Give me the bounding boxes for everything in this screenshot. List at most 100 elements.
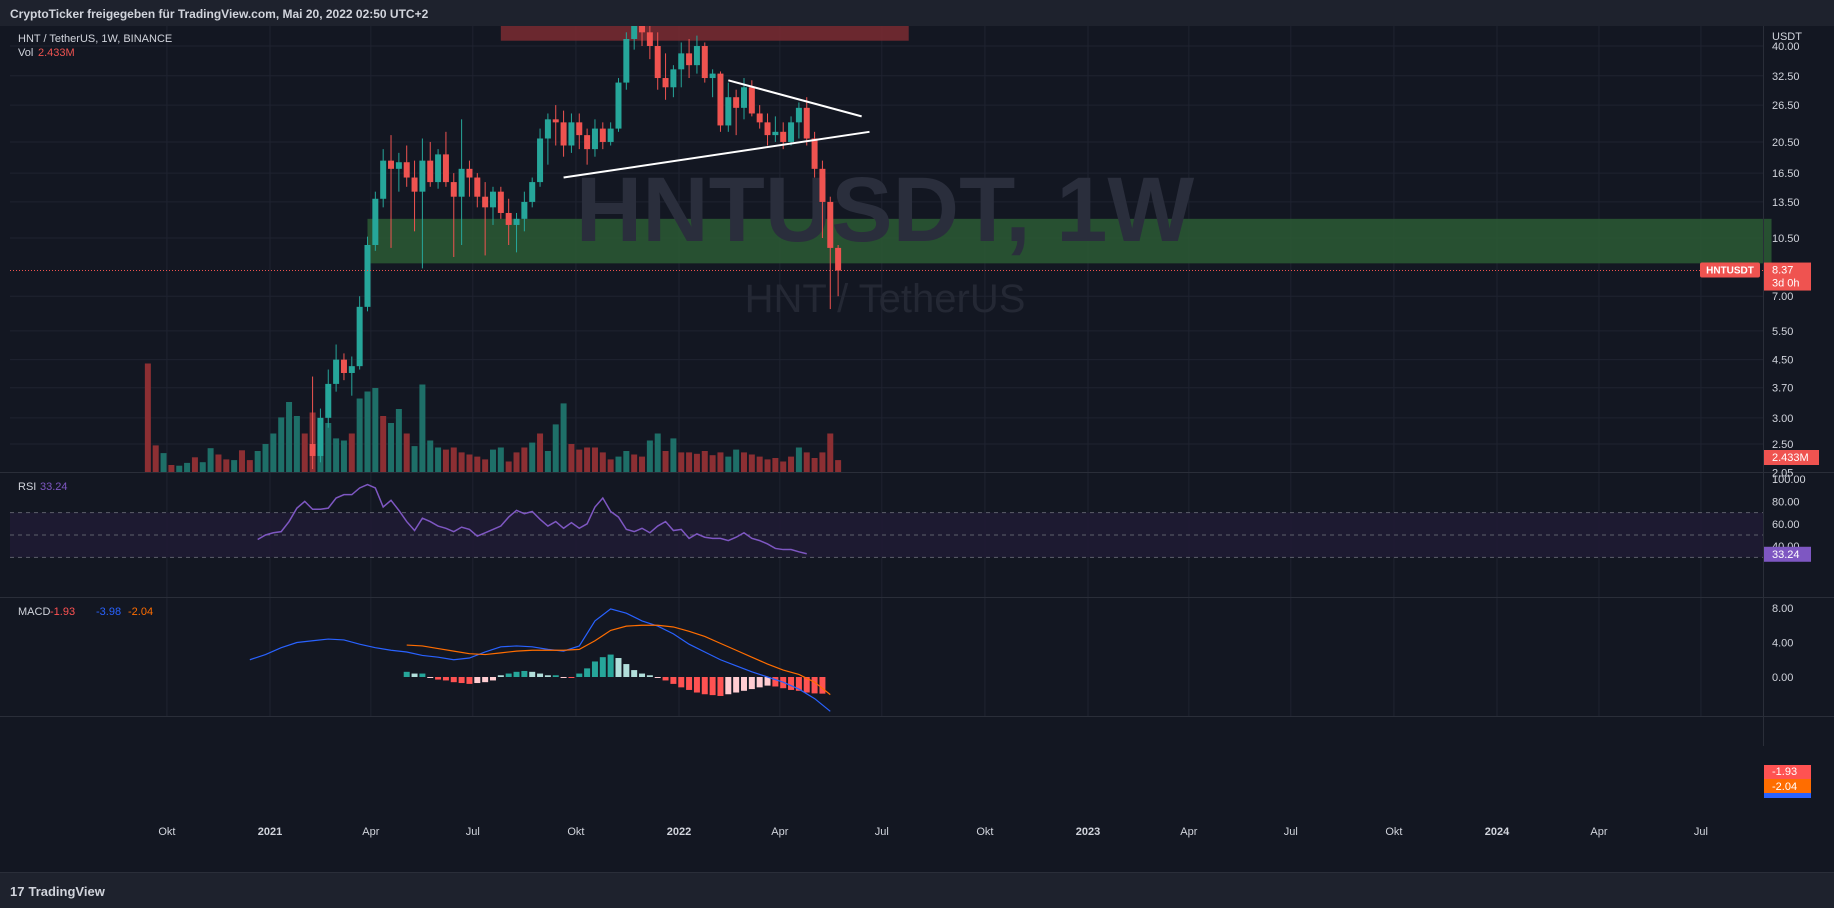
candle-body [764,122,771,136]
macd-legend-hist: -1.93 [50,606,75,618]
support-zone [367,218,1772,264]
price-axis-tick: 3.70 [1772,383,1793,395]
volume-bar [278,417,285,472]
price-axis-tick: 26.50 [1772,100,1800,112]
time-axis-tick: 2021 [258,826,282,838]
last-price-text: 8.37 [1772,265,1793,277]
macd-histogram-bar [584,668,591,677]
macd-legend-macd: -3.98 [96,606,121,618]
volume-bar [701,451,708,472]
macd-histogram-bar [756,677,763,688]
volume-bar [513,452,520,472]
candle-body [309,444,316,456]
volume-bar [348,433,355,472]
candle-body [427,160,434,183]
macd-legend-label: MACD [18,606,50,618]
volume-badge-text: 2.433M [1772,452,1809,464]
macd-histogram-bar [568,677,575,678]
macd-histogram-bar [717,677,724,696]
macd-histogram-bar [678,677,685,688]
candle-body [670,69,677,88]
macd-histogram-bar [795,677,802,691]
candle-body [599,128,606,142]
candle-body [521,201,528,219]
time-axis-tick: Okt [158,826,175,838]
candle-body [395,162,402,169]
volume-bar [215,454,222,472]
volume-bar [552,424,559,472]
volume-bar [537,433,544,472]
volume-bar [662,451,669,472]
candle-body [576,122,583,136]
candle-body [803,107,810,139]
tradingview-logo-mark: 17 [10,884,25,899]
volume-bar [489,449,496,472]
candle-body [505,212,512,225]
candle-body [552,119,559,123]
time-axis-tick: 2023 [1076,826,1100,838]
macd-histogram-bar [427,677,434,678]
macd-histogram-bar [442,677,449,681]
candle-body [662,78,669,88]
volume-bar [482,459,489,472]
candle-body [356,306,363,367]
volume-bar [333,438,340,472]
candle-body [623,38,630,83]
price-axis-tick: 7.00 [1772,291,1793,303]
candle-body [819,168,826,202]
trading-chart[interactable]: HNTUSDT, 1W HNT / TetherUS 40.00 32.50 26.50… [0,26,1834,872]
macd-histogram-bar [411,673,418,677]
volume-bar [819,452,826,472]
rsi-band [10,512,1763,558]
macd-axis-tick: 8.00 [1772,603,1793,615]
triangle-trendline [563,130,870,179]
macd-axis-tick: 0.00 [1772,672,1793,684]
resistance-zone [500,26,909,41]
macd-histogram-bar [615,658,622,677]
volume-bar [709,455,716,472]
candle-body [748,87,755,114]
macd-legend-signal: -2.04 [128,606,153,618]
macd-histogram-bar [764,677,771,686]
volume-bar [207,448,214,472]
macd-histogram-bar [693,677,700,693]
candle-body [733,97,740,108]
candle-body [466,168,473,178]
triangle-trendline [728,79,862,118]
macd-histogram-bar [709,677,716,696]
footer-bar: 17 TradingView [0,872,1834,908]
tradingview-logo[interactable]: 17 TradingView [10,884,105,899]
volume-bar [458,452,465,472]
candle-body [607,128,614,142]
volume-bar [427,440,434,472]
macd-histogram-bar [670,677,677,684]
candle-body [717,73,724,126]
volume-bar [442,449,449,472]
macd-histogram-bar [544,675,551,677]
candle-body [811,138,818,169]
candle-body [639,26,646,33]
macd-histogram-bar [450,677,457,683]
rsi-axis-tick: 80.00 [1772,496,1800,508]
price-axis-tick: 5.50 [1772,326,1793,338]
candle-body [756,113,763,123]
time-axis-tick: Apr [1180,826,1197,838]
macd-histogram-badge [1764,765,1811,779]
volume-legend-value: 2.433M [38,47,75,59]
time-axis-tick: Jul [875,826,889,838]
candle-body [388,160,395,169]
volume-bar [419,384,426,472]
price-axis-tick: 10.50 [1772,233,1800,245]
volume-bar [686,452,693,472]
volume-bar [262,444,269,472]
candle-body [372,198,379,246]
volume-bar [756,456,763,472]
volume-legend-label: Vol [18,47,33,59]
volume-bar [607,459,614,472]
candle-body [740,87,747,108]
volume-bar [301,433,308,472]
signal-line [406,624,831,696]
macd-histogram-bar [639,673,646,677]
rsi-badge-text: 33.24 [1772,549,1800,561]
last-price-badge [1764,262,1811,291]
